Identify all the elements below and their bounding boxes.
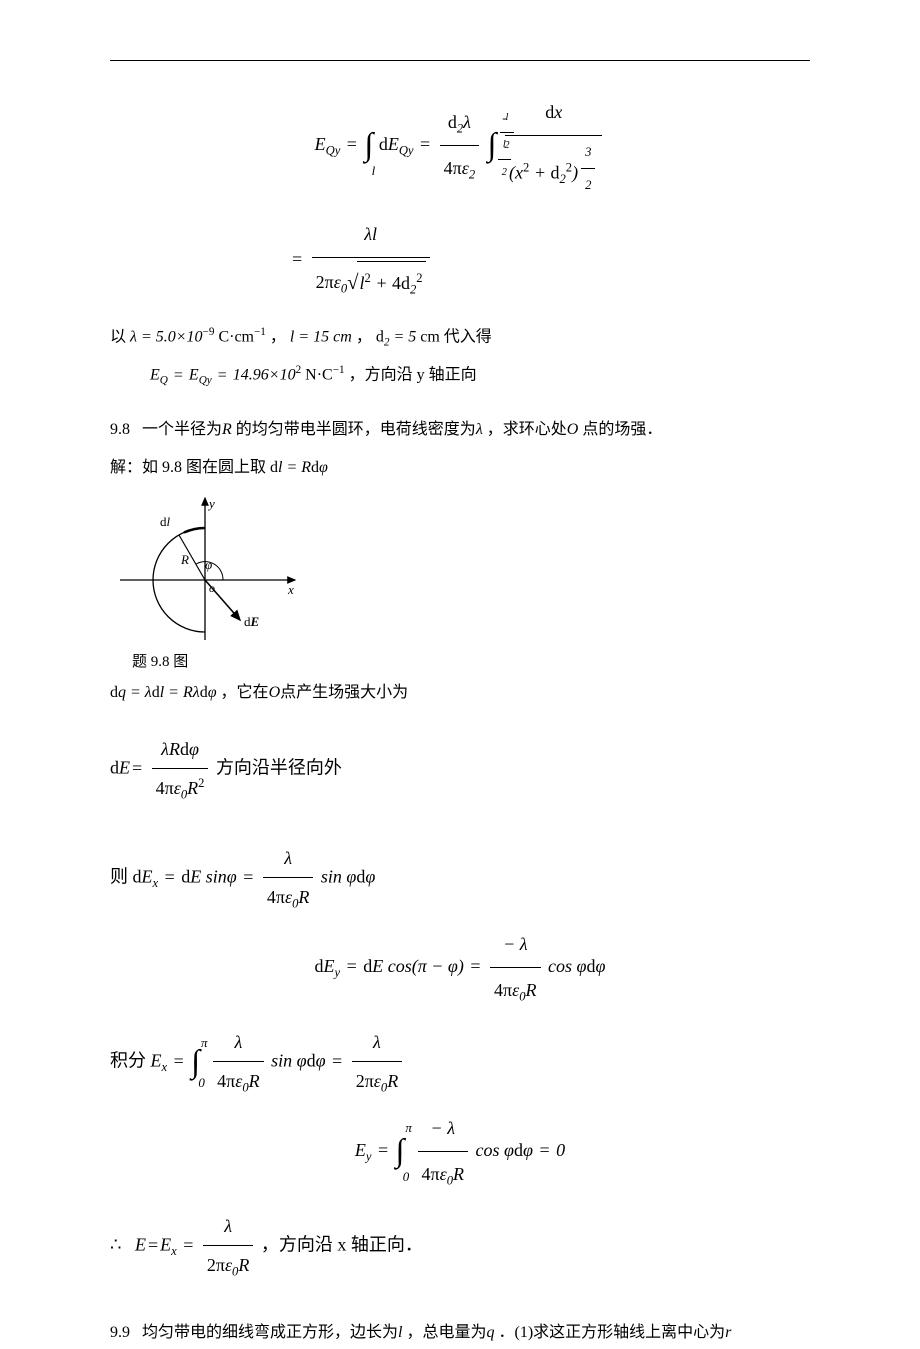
label-dE: dE	[244, 614, 260, 629]
substitution-line: 以 λ = 5.0×10−9 C·cm−1 ， l = 15 cm ， d2 =…	[110, 321, 810, 354]
eq-final: ∴ E=Ex = λ 2πε0R ，方向沿 x 轴正向．	[110, 1208, 810, 1285]
eq-EQy-result: = λl 2πε0l2 + 4d22	[110, 213, 810, 309]
solution-9-8-intro: 解：如 9.8 图在圆上取 dl = Rdφ	[110, 452, 810, 484]
label-R: R	[180, 552, 189, 567]
eq-int-Ey: Ey = ∫0π − λ 4πε0R cos φdφ = 0	[110, 1107, 810, 1196]
label-dl: dl	[160, 514, 171, 529]
label-o: o	[209, 581, 215, 595]
problem-9-9: 9.9 均匀带电的细线弯成正方形，边长为l ，总电量为q ．(1)求这正方形轴线…	[110, 1317, 810, 1349]
eq-dq: dq = λdl = Rλdφ ，它在O点产生场强大小为	[110, 677, 810, 709]
numeric-result: EQ = EQy = 14.96×102 N·C−1 ，方向沿 y 轴正向	[110, 359, 810, 392]
figure-9-8: y x o R φ dl dE 题 9.8 图	[110, 490, 810, 671]
top-rule	[110, 60, 810, 61]
label-y: y	[207, 496, 215, 511]
label-x: x	[287, 582, 294, 597]
figure-9-8-svg: y x o R φ dl dE	[110, 490, 310, 645]
figure-9-8-caption: 题 9.8 图	[132, 650, 810, 671]
eq-dEx: 则 dEx = dE sinφ = λ 4πε0R sin φdφ	[110, 840, 810, 917]
problem-9-8: 9.8 一个半径为R 的均匀带电半圆环，电荷线密度为λ ，求环心处O 点的场强．	[110, 414, 810, 446]
eq-int-Ex: 积分 Ex = ∫0π λ 4πε0R sin φdφ = λ 2πε0R	[110, 1024, 810, 1101]
label-phi: φ	[205, 557, 212, 572]
document-page: EQy = ∫l dEQy = d2λ 4πε2 ∫ -l2 l2 dx (x2…	[0, 0, 920, 1302]
eq-dEy: dEy = dE cos(π − φ) = − λ 4πε0R cos φdφ	[110, 923, 810, 1012]
eq-dE: dE= λRdφ 4πε0R2 方向沿半径向外	[110, 731, 810, 808]
eq-EQy-integral: EQy = ∫l dEQy = d2λ 4πε2 ∫ -l2 l2 dx (x2…	[110, 91, 810, 201]
